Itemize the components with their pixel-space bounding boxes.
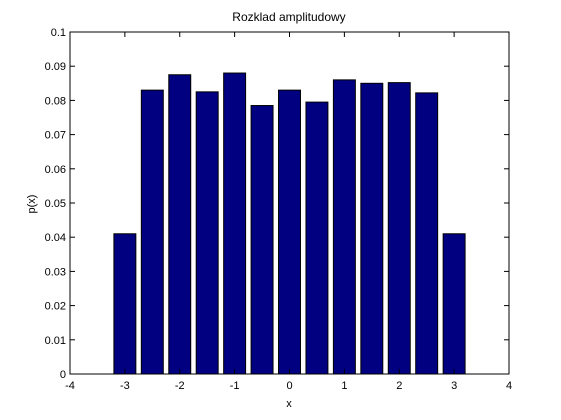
bar (113, 233, 137, 375)
x-tick-label: 4 (506, 380, 512, 392)
bar (387, 82, 411, 375)
bar (415, 92, 439, 375)
chart-title: Rozklad amplitudowy (232, 10, 345, 24)
plot-frame (69, 31, 510, 375)
y-tick-label: 0.02 (45, 301, 66, 313)
bar (360, 82, 384, 375)
y-tick-label: 0.04 (45, 232, 66, 244)
bar (195, 91, 219, 375)
bar (168, 74, 192, 375)
y-axis-label: p(x) (26, 195, 38, 214)
bar (250, 105, 274, 375)
y-tick-label: 0.05 (45, 198, 66, 210)
bar (305, 101, 329, 375)
x-tick-label: 3 (451, 380, 457, 392)
y-ticks-group: 0 0.01 0.02 0.03 0.04 0.05 0.06 0.07 0.08 0.09 0.1 (45, 27, 509, 381)
bar (278, 89, 301, 375)
y-tick-label: 0.09 (45, 61, 66, 73)
y-tick-label: 0.1 (51, 27, 66, 39)
x-tick-label: -3 (120, 380, 130, 392)
x-tick-label: -2 (175, 380, 185, 392)
y-tick-label: 0.01 (45, 335, 66, 347)
x-tick-label: 1 (341, 380, 347, 392)
y-tick-label: 0.07 (45, 130, 66, 142)
y-tick-label: 0.03 (45, 266, 66, 278)
y-tick-label: 0.08 (45, 95, 66, 107)
bar (140, 89, 164, 375)
bar (223, 72, 247, 375)
y-tick-label: 0 (60, 369, 66, 381)
bar (442, 233, 466, 375)
x-tick-label: -4 (65, 380, 75, 392)
bar (332, 79, 356, 375)
bars-group (113, 72, 466, 375)
x-tick-label: 2 (396, 380, 402, 392)
x-tick-label: 0 (286, 380, 292, 392)
x-tick-label: -1 (230, 380, 240, 392)
y-tick-label: 0.06 (45, 164, 66, 176)
x-axis-label: x (286, 398, 292, 410)
